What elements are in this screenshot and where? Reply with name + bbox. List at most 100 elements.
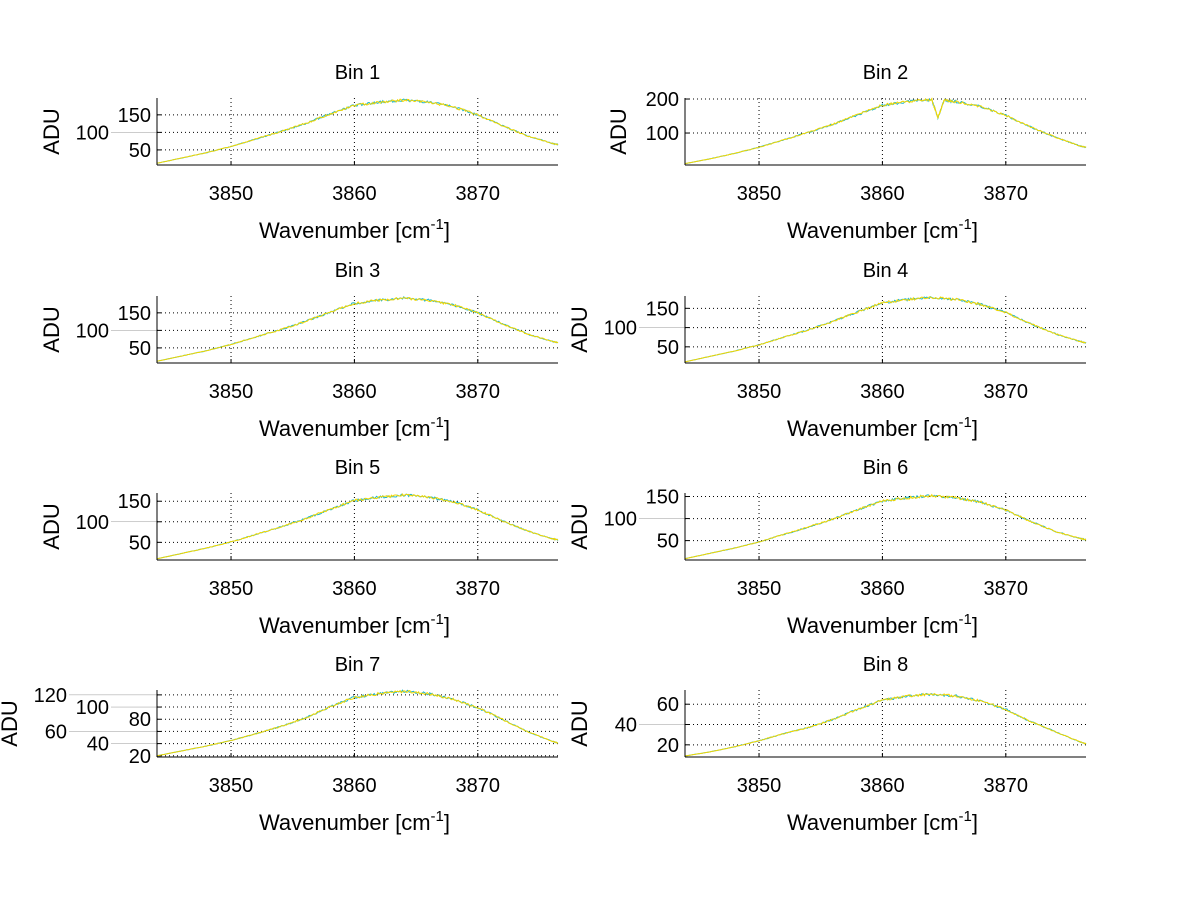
y-tick-label: 50	[129, 532, 151, 554]
x-tick-label: 3870	[984, 183, 1029, 205]
x-tick-label: 3860	[332, 381, 377, 403]
x-axis-label-sup: -1	[959, 808, 972, 825]
x-axis-label-end: ]	[444, 810, 450, 835]
x-axis-label-main: Wavenumber [cm	[259, 416, 431, 441]
x-axis-label: Wavenumber [cm-1]	[259, 216, 450, 243]
y-tick-label: 100	[76, 320, 109, 342]
y-tick-label: 50	[657, 337, 679, 359]
subplot-bin-6: Bin 6 3850 3860 3870 50 100 150 Wavenumber [cm-…	[567, 457, 1087, 638]
y-tick-label: 60	[657, 694, 679, 716]
y-tick-label: 50	[657, 531, 679, 553]
x-tick-label: 3860	[332, 183, 377, 205]
x-axis-label: Wavenumber [cm-1]	[787, 611, 978, 638]
y-axis-label: ADU	[39, 108, 64, 154]
x-axis-label: Wavenumber [cm-1]	[787, 216, 978, 243]
series-line	[156, 493, 559, 560]
x-tick-label: 3870	[456, 578, 501, 600]
y-tick-label: 50	[129, 338, 151, 360]
y-axis-label: ADU	[567, 306, 592, 352]
x-tick-label: 3860	[860, 775, 905, 797]
subplot-title: Bin 5	[335, 457, 381, 479]
y-tick-label: 40	[615, 715, 637, 737]
subplot-bin-2: Bin 2 3850 3860 3870 100 200 Wavenumber [cm-1]…	[606, 62, 1087, 243]
y-tick-label: 100	[76, 122, 109, 144]
series-line	[684, 493, 1087, 560]
x-axis-label-sup: -1	[431, 611, 444, 628]
subplot-bin-7: Bin 7 3850 3860 3870 20 40 60 80 100 120 Wavenumbe…	[0, 654, 559, 835]
x-axis-label-sup: -1	[959, 414, 972, 431]
subplot-title: Bin 6	[863, 457, 909, 479]
x-tick-label: 3860	[860, 381, 905, 403]
series-line	[156, 689, 559, 757]
x-tick-label: 3870	[984, 775, 1029, 797]
x-tick-label: 3850	[209, 775, 254, 797]
x-tick-label: 3850	[209, 578, 254, 600]
x-tick-label: 3860	[332, 775, 377, 797]
x-axis-label-main: Wavenumber [cm	[259, 218, 431, 243]
y-axis-label: ADU	[39, 503, 64, 549]
x-tick-label: 3860	[860, 578, 905, 600]
series-line-secondary	[684, 98, 1087, 165]
series-line-secondary	[156, 493, 559, 560]
x-axis-label-end: ]	[972, 613, 978, 638]
y-axis-label: ADU	[567, 700, 592, 746]
y-tick-label: 200	[646, 89, 679, 111]
y-axis-label: ADU	[567, 503, 592, 549]
y-tick-label: 100	[646, 123, 679, 145]
subplot-bin-1: Bin 1 3850 3860 3870 50 100 150 Wavenumber [cm-…	[39, 62, 559, 243]
x-axis-label-main: Wavenumber [cm	[787, 416, 959, 441]
subplot-bin-5: Bin 5 3850 3860 3870 50 100 150 Wavenumber [cm-…	[39, 457, 559, 638]
subplot-title: Bin 7	[335, 654, 381, 676]
subplot-bin-4: Bin 4 3850 3860 3870 50 100 150 Wavenumber [cm-…	[567, 260, 1087, 441]
y-tick-label: 60	[45, 721, 67, 743]
x-axis-label-end: ]	[444, 416, 450, 441]
x-tick-label: 3870	[456, 183, 501, 205]
x-tick-label: 3860	[860, 183, 905, 205]
series-line	[684, 97, 1087, 165]
x-axis-label-sup: -1	[959, 611, 972, 628]
x-axis-label: Wavenumber [cm-1]	[259, 611, 450, 638]
subplot-bin-3: Bin 3 3850 3860 3870 50 100 150 Wavenumber [cm-…	[39, 260, 559, 441]
subplot-title: Bin 4	[863, 260, 909, 282]
subplot-title: Bin 3	[335, 260, 381, 282]
x-axis-label-end: ]	[972, 218, 978, 243]
series-line-secondary	[684, 296, 1087, 363]
y-tick-label: 120	[34, 685, 67, 707]
x-axis-label-sup: -1	[431, 414, 444, 431]
x-tick-label: 3850	[209, 381, 254, 403]
subplot-bin-8: Bin 8 3850 3860 3870 20 40 60 Wavenumber [cm-1]…	[567, 654, 1087, 835]
series-line-secondary	[156, 98, 559, 164]
y-axis-label: ADU	[606, 108, 631, 154]
x-axis-label-sup: -1	[431, 808, 444, 825]
x-axis-label-end: ]	[444, 218, 450, 243]
y-tick-label: 150	[118, 491, 151, 513]
x-axis-label-sup: -1	[959, 216, 972, 233]
y-tick-label: 100	[76, 512, 109, 534]
y-tick-label: 40	[87, 734, 109, 756]
subplot-title: Bin 1	[335, 62, 381, 84]
x-axis-label-end: ]	[444, 613, 450, 638]
y-tick-label: 150	[646, 298, 679, 320]
y-tick-label: 100	[604, 509, 637, 531]
subplot-title: Bin 2	[863, 62, 909, 84]
series-line-secondary	[156, 689, 559, 757]
x-axis-label-end: ]	[972, 416, 978, 441]
series-line-secondary	[156, 296, 559, 362]
x-tick-label: 3850	[737, 775, 782, 797]
x-tick-label: 3870	[456, 381, 501, 403]
x-axis-label-main: Wavenumber [cm	[787, 810, 959, 835]
x-tick-label: 3850	[737, 183, 782, 205]
x-tick-label: 3860	[332, 578, 377, 600]
y-tick-label: 150	[118, 303, 151, 325]
x-axis-label: Wavenumber [cm-1]	[787, 808, 978, 835]
x-axis-label-end: ]	[972, 810, 978, 835]
series-line	[156, 296, 559, 362]
y-tick-label: 50	[129, 140, 151, 162]
subplot-title: Bin 8	[863, 654, 909, 676]
series-line-secondary	[684, 494, 1087, 560]
y-tick-label: 20	[657, 735, 679, 757]
x-axis-label-main: Wavenumber [cm	[787, 613, 959, 638]
x-axis-label: Wavenumber [cm-1]	[259, 808, 450, 835]
y-tick-label: 150	[646, 487, 679, 509]
